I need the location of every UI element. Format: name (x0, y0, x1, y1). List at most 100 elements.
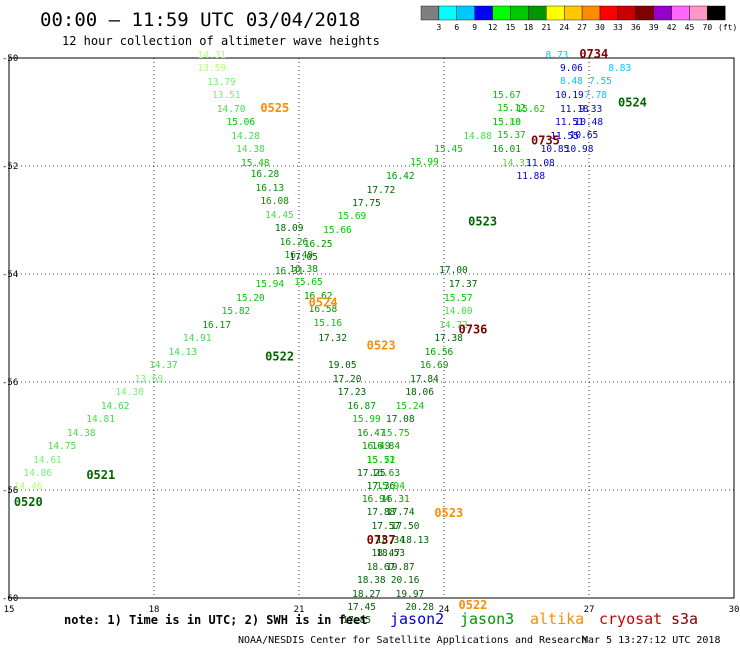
wave-height-label: 17.74 (386, 507, 415, 518)
wave-height-label: 16.94 (362, 494, 391, 505)
wave-height-label: 17.00 (439, 265, 468, 276)
x-tick-label: 18 (149, 605, 160, 615)
wave-height-label: 15.20 (236, 293, 265, 304)
colorbar-label: 45 (685, 23, 695, 32)
y-tick-label: -58 (2, 486, 18, 496)
wave-height-label: 18.27 (352, 589, 381, 600)
wave-height-label: 17.38 (434, 333, 463, 344)
wave-height-label: 15.06 (227, 117, 256, 128)
colorbar-swatch (438, 5, 457, 21)
wave-height-label: 14.13 (169, 347, 198, 358)
wave-height-label: 16.08 (260, 196, 289, 207)
wave-height-label: 14.88 (463, 131, 492, 142)
wave-height-label: 16.28 (251, 169, 280, 180)
wave-height-label: 16.84 (372, 441, 401, 452)
wave-height-label: 18.53 (376, 548, 405, 559)
wave-height-label: 13.59 (198, 63, 227, 74)
wave-height-label: 15.75 (381, 428, 410, 439)
wave-height-label: 14.61 (33, 455, 62, 466)
wave-height-label: 15.67 (492, 90, 521, 101)
wave-height-label: 8.48 (560, 76, 583, 87)
wave-height-label: 15.99 (352, 414, 381, 425)
colorbar-label: 6 (454, 23, 459, 32)
y-tick-label: -50 (2, 54, 18, 64)
wave-height-label: 14.46 (14, 481, 43, 492)
pass-time-label: 0525 (260, 101, 289, 115)
wave-height-label: 16.63 (372, 468, 401, 479)
pass-time-label: 0735 (531, 133, 560, 147)
wave-height-label: 16.49 (362, 441, 391, 452)
wave-height-label: 16.26 (280, 237, 309, 248)
wave-height-label: 16.69 (420, 360, 449, 371)
footer-timestamp: Mar 5 13:27:12 UTC 2018 (582, 635, 720, 646)
plot-grid (9, 58, 734, 598)
wave-height-label: 14.81 (86, 414, 115, 425)
wave-height-label: 11.55 (550, 131, 579, 142)
wave-height-label: 15.24 (396, 401, 425, 412)
colorbar-swatch (456, 5, 475, 21)
wave-height-label: 17.36 (367, 481, 396, 492)
wave-height-label: 10.98 (565, 144, 594, 155)
pass-time-label: 0524 (618, 96, 647, 110)
wave-height-label: 19.87 (386, 562, 415, 573)
colorbar-label: 70 (703, 23, 713, 32)
wave-height-label: 15.52 (367, 455, 396, 466)
wave-height-label: 18.09 (275, 223, 304, 234)
colorbar-label: 42 (667, 23, 677, 32)
wave-height-label: 16.13 (256, 183, 285, 194)
colorbar-unit: (ft) (718, 23, 737, 32)
wave-height-label: 13.79 (207, 77, 236, 88)
wave-height-label: 18.34 (376, 535, 405, 546)
wave-height-label: 20.16 (391, 575, 420, 586)
wave-height-label: 15.12 (497, 103, 526, 114)
wave-height-label: 14.38 (236, 144, 265, 155)
colorbar-swatch (617, 5, 637, 21)
wave-height-label: 16.87 (347, 401, 376, 412)
wave-height-label: 14.70 (217, 104, 246, 115)
wave-height-label: 17.25 (357, 468, 386, 479)
pass-time-label: 0523 (468, 214, 497, 228)
chart-title: 00:00 – 11:59 UTC 03/04/2018 (40, 9, 360, 31)
wave-height-label: 15.62 (517, 104, 546, 115)
colorbar-swatch (581, 5, 601, 21)
wave-height-label: 17.50 (391, 521, 420, 532)
wave-height-label: 18.47 (372, 548, 401, 559)
wave-height-label: 15.57 (444, 293, 473, 304)
wave-height-label: 17.57 (372, 521, 401, 532)
legend-cryosat: cryosat (599, 610, 662, 628)
satellite-legend: jason2 jason3 altika cryosat s3a (390, 610, 698, 628)
colorbar-swatch (564, 5, 583, 21)
wave-height-label: 11.51 (555, 117, 584, 128)
wave-height-label: 17.23 (338, 387, 367, 398)
wave-height-label: 14.00 (444, 306, 473, 317)
wave-height-label: 10.65 (570, 130, 599, 141)
y-tick-label: -56 (2, 378, 18, 388)
colorbar-label: 33 (613, 23, 623, 32)
legend-s3a: s3a (671, 610, 698, 628)
colorbar-label: 18 (524, 23, 534, 32)
wave-height-label: 17.85 (343, 615, 372, 626)
colorbar-swatch (671, 5, 690, 21)
wave-height-label: 14.86 (24, 468, 53, 479)
wave-height-label: 14.91 (183, 333, 212, 344)
wave-height-label: 9.33 (579, 104, 602, 115)
colorbar-swatch (653, 5, 672, 21)
wave-height-label: 15.10 (492, 117, 521, 128)
wave-height-label: 10.85 (541, 144, 570, 155)
legend-altika: altika (530, 610, 584, 628)
colorbar-swatch (510, 5, 529, 21)
colorbar-swatch (599, 5, 619, 21)
wave-height-label: 10.19 (555, 90, 584, 101)
pass-time-label: 0521 (86, 468, 115, 482)
wave-height-label: 16.62 (304, 291, 333, 302)
colorbar-label: 21 (541, 23, 551, 32)
footer-note: note: 1) Time is in UTC; 2) SWH is in fe… (64, 613, 367, 627)
pass-time-label: 0522 (265, 349, 294, 363)
plot-frame (8, 57, 735, 599)
wave-height-label: 14.72 (439, 320, 468, 331)
wave-height-label: 15.65 (294, 277, 323, 288)
colorbar-label: 12 (488, 23, 498, 32)
x-tick-label: 24 (439, 605, 450, 615)
wave-height-label: 17.32 (318, 333, 347, 344)
